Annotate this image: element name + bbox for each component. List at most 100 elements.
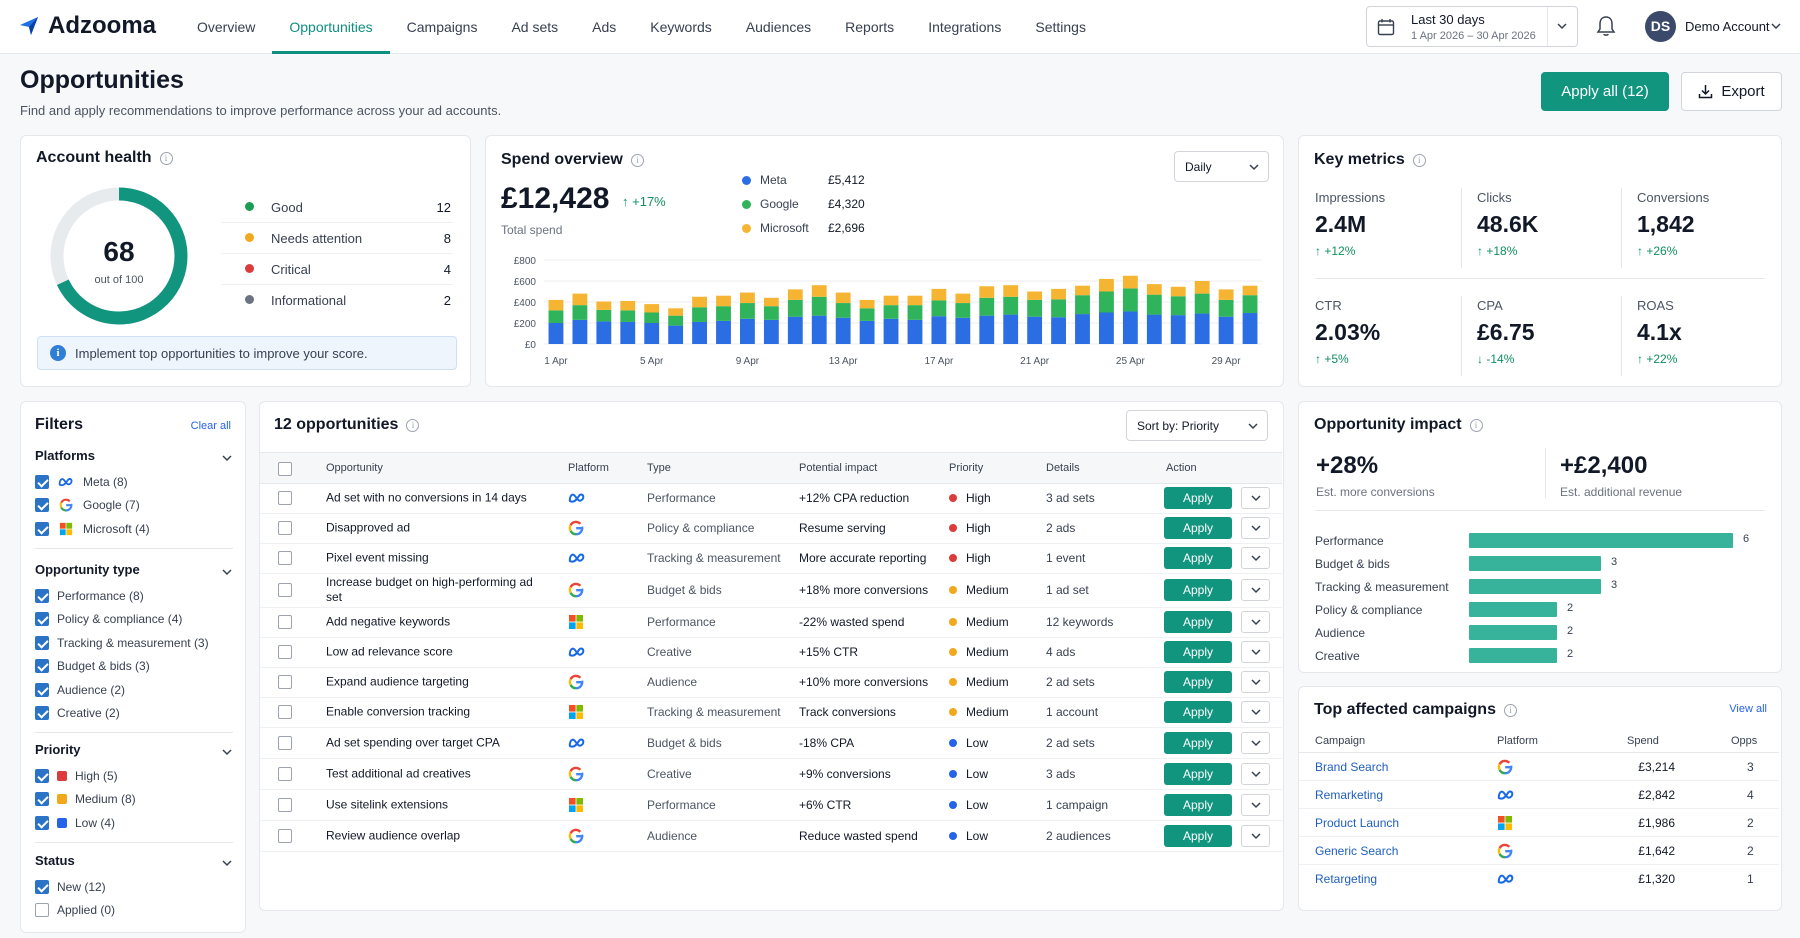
table-row[interactable]: Expand audience targeting Audience +10% mo… (260, 668, 1282, 698)
opportunity-name[interactable]: Ad set with no conversions in 14 days (326, 490, 527, 505)
filter-priority-item[interactable]: High (5) (35, 764, 233, 788)
filter-type-item[interactable]: Policy & compliance (4) (35, 608, 233, 632)
date-range-picker[interactable]: Last 30 days 1 Apr 2026 – 30 Apr 2026 (1366, 6, 1578, 47)
table-row[interactable]: Add negative keywords Performance -22% was… (260, 608, 1282, 638)
priority-filter-header[interactable]: Priority (35, 742, 233, 764)
nav-ads[interactable]: Ads (592, 19, 617, 35)
row-checkbox[interactable] (278, 735, 292, 750)
opportunity-name[interactable]: Use sitelink extensions (326, 797, 449, 811)
chevron-down-icon[interactable] (1555, 19, 1569, 33)
apply-button[interactable]: Apply (1164, 793, 1232, 816)
apply-button[interactable]: Apply (1164, 824, 1232, 847)
table-row[interactable]: Ad set spending over target CPA Budget & … (260, 728, 1282, 759)
row-checkbox[interactable] (278, 615, 292, 629)
checkbox[interactable] (35, 879, 49, 894)
row-checkbox[interactable] (278, 705, 292, 719)
checkbox[interactable] (35, 612, 49, 627)
checkbox[interactable] (35, 815, 49, 830)
nav-audiences[interactable]: Audiences (745, 19, 812, 35)
nav-opportunities[interactable]: Opportunities (272, 0, 390, 54)
app-logo[interactable]: Adzooma (18, 12, 156, 40)
status-filter-header[interactable]: Status (35, 853, 233, 875)
notifications-bell-icon[interactable] (1596, 15, 1616, 37)
filter-platform-microsoft[interactable]: Microsoft (4) (35, 517, 233, 541)
platforms-filter-header[interactable]: Platforms (35, 448, 233, 470)
apply-button[interactable]: Apply (1164, 487, 1232, 510)
details-cell[interactable]: 1 ad set (1046, 583, 1089, 597)
checkbox[interactable] (35, 498, 49, 513)
apply-button[interactable]: Apply (1164, 731, 1232, 754)
campaign-name-link[interactable]: Product Launch (1315, 815, 1400, 830)
nav-keywords[interactable]: Keywords (650, 19, 712, 35)
row-checkbox[interactable] (278, 551, 292, 565)
table-row[interactable]: Pixel event missing Tracking & measuremen… (260, 544, 1282, 574)
apply-button[interactable]: Apply (1164, 517, 1232, 539)
campaign-row[interactable]: Generic Search £1,642 2 (1299, 837, 1779, 865)
opportunity-name[interactable]: Ad set spending over target CPA (326, 735, 500, 749)
row-actions-dropdown[interactable] (1241, 731, 1270, 754)
filter-type-item[interactable]: Creative (2) (35, 702, 233, 726)
apply-button[interactable]: Apply (1164, 579, 1232, 601)
campaign-name-link[interactable]: Retargeting (1315, 872, 1378, 886)
opportunity-name[interactable]: Expand audience targeting (326, 674, 469, 689)
campaign-name-link[interactable]: Generic Search (1315, 843, 1399, 858)
row-actions-dropdown[interactable] (1241, 611, 1270, 633)
filter-status-item[interactable]: Applied (0) (35, 899, 233, 923)
filter-priority-item[interactable]: Medium (8) (35, 788, 233, 812)
row-actions-dropdown[interactable] (1241, 487, 1270, 510)
health-row-good[interactable]: Good 12 (221, 192, 453, 223)
opportunity-type-filter-header[interactable]: Opportunity type (35, 562, 233, 584)
filter-type-item[interactable]: Budget & bids (3) (35, 655, 233, 679)
info-icon[interactable]: i (1469, 418, 1483, 432)
row-actions-dropdown[interactable] (1241, 641, 1270, 663)
row-actions-dropdown[interactable] (1241, 793, 1270, 816)
opportunity-name[interactable]: Low ad relevance score (326, 644, 453, 659)
checkbox[interactable] (35, 635, 49, 650)
checkbox[interactable] (35, 521, 49, 536)
apply-button[interactable]: Apply (1164, 641, 1232, 663)
filter-platform-google[interactable]: Google (7) (35, 494, 233, 518)
opportunity-name[interactable]: Disapproved ad (326, 520, 411, 535)
nav-overview[interactable]: Overview (197, 19, 256, 35)
filter-type-item[interactable]: Tracking & measurement (3) (35, 631, 233, 655)
opportunity-name[interactable]: Add negative keywords (326, 614, 451, 629)
row-actions-dropdown[interactable] (1241, 547, 1270, 569)
row-actions-dropdown[interactable] (1241, 517, 1270, 539)
opportunity-name[interactable]: Test additional ad creatives (326, 766, 471, 780)
table-row[interactable]: Test additional ad creatives Creative +9% … (260, 759, 1282, 790)
checkbox[interactable] (35, 682, 49, 697)
opportunity-name[interactable]: Pixel event missing (326, 550, 429, 565)
info-icon[interactable]: i (406, 418, 420, 432)
details-cell[interactable]: 1 event (1046, 551, 1086, 565)
column-priority[interactable]: Priority (949, 462, 984, 474)
info-icon[interactable]: i (1412, 153, 1426, 167)
campaign-row[interactable]: Remarketing £2,842 4 (1299, 781, 1779, 809)
column-potential-impact[interactable]: Potential impact (799, 462, 878, 474)
apply-all-button[interactable]: Apply all (12) (1541, 72, 1669, 111)
filter-platform-meta[interactable]: Meta (8) (35, 470, 233, 494)
campaign-row[interactable]: Brand Search £3,214 3 (1299, 753, 1779, 781)
health-row-critical[interactable]: Critical 4 (221, 254, 453, 285)
details-cell[interactable]: 1 campaign (1046, 797, 1109, 812)
row-checkbox[interactable] (278, 828, 292, 843)
campaign-row[interactable]: Product Launch £1,986 2 (1299, 809, 1779, 837)
column-details[interactable]: Details (1046, 462, 1080, 474)
row-checkbox[interactable] (278, 766, 292, 781)
checkbox[interactable] (35, 474, 49, 489)
table-row[interactable]: Use sitelink extensions Performance +6% CT… (260, 790, 1282, 821)
sort-select[interactable]: Sort by: Priority (1126, 410, 1268, 441)
nav-integrations[interactable]: Integrations (928, 19, 1002, 35)
opportunity-name[interactable]: Enable conversion tracking (326, 704, 471, 719)
nav-settings[interactable]: Settings (1035, 19, 1086, 35)
table-row[interactable]: Review audience overlap Audience Reduce wa… (260, 821, 1282, 852)
details-cell[interactable]: 4 ads (1046, 645, 1076, 659)
health-row-informational[interactable]: Informational 2 (221, 285, 453, 316)
row-actions-dropdown[interactable] (1241, 824, 1270, 847)
row-checkbox[interactable] (278, 491, 292, 506)
column-platform[interactable]: Platform (568, 462, 609, 474)
opportunity-name[interactable]: Review audience overlap (326, 828, 461, 842)
nav-campaigns[interactable]: Campaigns (406, 19, 478, 35)
checkbox[interactable] (35, 792, 49, 807)
column-type[interactable]: Type (647, 462, 671, 474)
campaign-row[interactable]: Retargeting £1,320 1 (1299, 865, 1779, 893)
